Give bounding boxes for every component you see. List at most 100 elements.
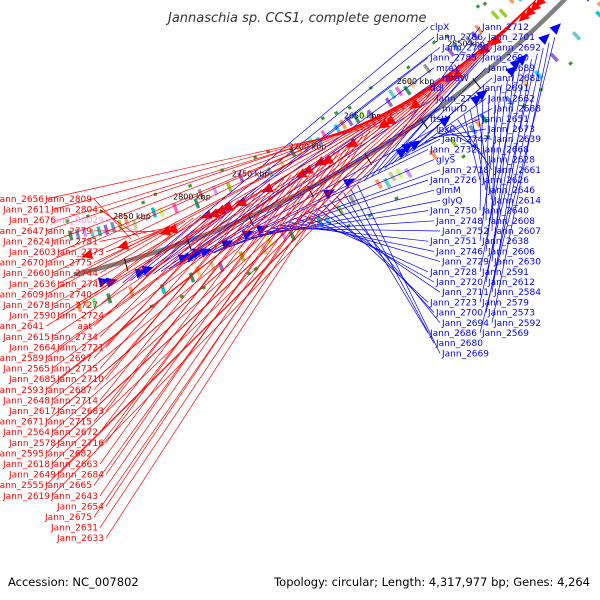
gc-marker	[538, 87, 544, 92]
leader-line	[469, 109, 487, 191]
gene-label: Jann_2628	[487, 156, 535, 166]
function-color-block	[549, 52, 559, 63]
leader-line	[457, 119, 493, 170]
gene-label: Jann_2735	[50, 365, 98, 375]
gene-label: Jann_2726	[429, 176, 477, 186]
gene-label: Jann_2785	[429, 54, 477, 64]
function-color-block	[404, 167, 413, 179]
gene-label: Jann_2720	[435, 278, 483, 288]
function-color-block	[188, 272, 196, 283]
leader-line	[411, 98, 487, 152]
function-color-block	[159, 283, 167, 295]
function-color-block	[74, 228, 81, 240]
gene-label: Jann_2715	[44, 418, 92, 428]
function-color-block	[225, 181, 233, 193]
gene-label: Jann_2573	[487, 309, 535, 319]
leader-line	[51, 63, 464, 338]
function-color-block	[374, 178, 383, 190]
gene-label: Jann_2718	[441, 166, 489, 176]
leader-line	[450, 123, 487, 160]
gene-label: Jann_2809	[44, 195, 92, 205]
gene-label: Jann_2751	[429, 237, 477, 247]
leader-line	[51, 93, 425, 274]
gene-label: Jann_2675	[44, 513, 92, 523]
function-color-block	[394, 86, 404, 97]
leader-line	[99, 171, 299, 433]
forward-gene-arrow	[470, 94, 482, 106]
function-color-block	[131, 219, 139, 230]
function-color-block	[474, 24, 484, 35]
reverse-gene-arrow	[321, 154, 334, 165]
gc-marker	[320, 116, 326, 121]
gene-label: Jann_2670	[0, 259, 44, 269]
gc-marker	[482, 1, 488, 6]
function-color-block	[508, 0, 515, 4]
gene-label: Jann_2711	[441, 288, 489, 298]
gene-label: Jann_2624	[2, 237, 50, 247]
gc-marker	[394, 196, 399, 201]
leader-line	[357, 184, 441, 354]
gc-marker	[201, 285, 207, 290]
gene-label: Jann_2689	[487, 64, 535, 74]
leader-line	[479, 99, 484, 211]
leader-line	[130, 36, 435, 281]
leader-line	[479, 37, 556, 334]
leader-line	[45, 4, 532, 454]
function-color-block	[333, 123, 342, 134]
function-color-block	[357, 108, 366, 119]
gene-label: glmM	[436, 186, 461, 196]
leader-line	[99, 202, 232, 338]
function-color-block	[479, 113, 489, 124]
map-title: Jannaschia sp. CCS1, complete genome	[165, 11, 427, 26]
kbp-tick	[364, 153, 373, 166]
function-color-block	[91, 297, 98, 309]
gene-label: Jann_2779	[44, 227, 92, 237]
gc-marker	[141, 200, 146, 205]
function-color-block	[352, 113, 361, 124]
gene-label: Jann_2727	[50, 301, 98, 311]
gene-label: Jann_2700	[435, 309, 483, 319]
gene-label: Jann_2685	[8, 375, 56, 385]
gene-label: Jann_2648	[2, 396, 50, 406]
function-color-block	[470, 31, 480, 41]
gene-label: Jann_2752	[441, 227, 489, 237]
forward-gene-arrow	[509, 58, 522, 70]
gene-label: Jann_2686	[429, 329, 477, 339]
leader-line	[45, 53, 477, 359]
gene-label: lpxC	[436, 125, 456, 135]
leader-line	[479, 53, 538, 303]
gene-label: Jann_2647	[0, 227, 44, 237]
gene-label: Jann_2740	[44, 290, 92, 300]
reverse-gene-arrow	[409, 99, 422, 110]
forward-gene-arrow	[586, 0, 589, 2]
gene-label: Jann_2564	[2, 428, 50, 438]
leader-line	[99, 134, 364, 528]
gene-label: Jann_2640	[481, 207, 529, 217]
leader-line	[343, 192, 429, 334]
kbp-tick	[123, 258, 129, 272]
gene-label: clpX	[430, 23, 449, 33]
gene-label: Jann_2716	[56, 439, 104, 449]
gene-label: Jann_2734	[50, 333, 98, 343]
gene-label: Jann_2804	[50, 206, 98, 216]
gene-label: Jann_2673	[487, 125, 535, 135]
leader-line	[336, 196, 441, 324]
leader-line	[485, 48, 544, 313]
leader-line	[444, 128, 481, 150]
leader-line	[45, 20, 514, 422]
leader-line	[51, 48, 483, 369]
leader-line	[45, 98, 418, 263]
gene-label: Jann_2615	[2, 333, 50, 343]
gene-label: Jann_2721	[56, 343, 104, 353]
function-color-block	[518, 0, 523, 2]
gene-label: Jann_2728	[429, 268, 477, 278]
leader-line	[45, 0, 537, 486]
gene-label: Jann_2661	[493, 166, 541, 176]
leader-line	[308, 210, 435, 283]
gene-label: Jann_2781	[50, 237, 98, 247]
function-color-block	[473, 117, 482, 128]
gene-label: Jann_2660	[2, 269, 50, 279]
gene-label: Jann_2744	[50, 269, 98, 279]
gene-label: Jann_2750	[429, 207, 477, 217]
leader-line	[105, 217, 194, 285]
